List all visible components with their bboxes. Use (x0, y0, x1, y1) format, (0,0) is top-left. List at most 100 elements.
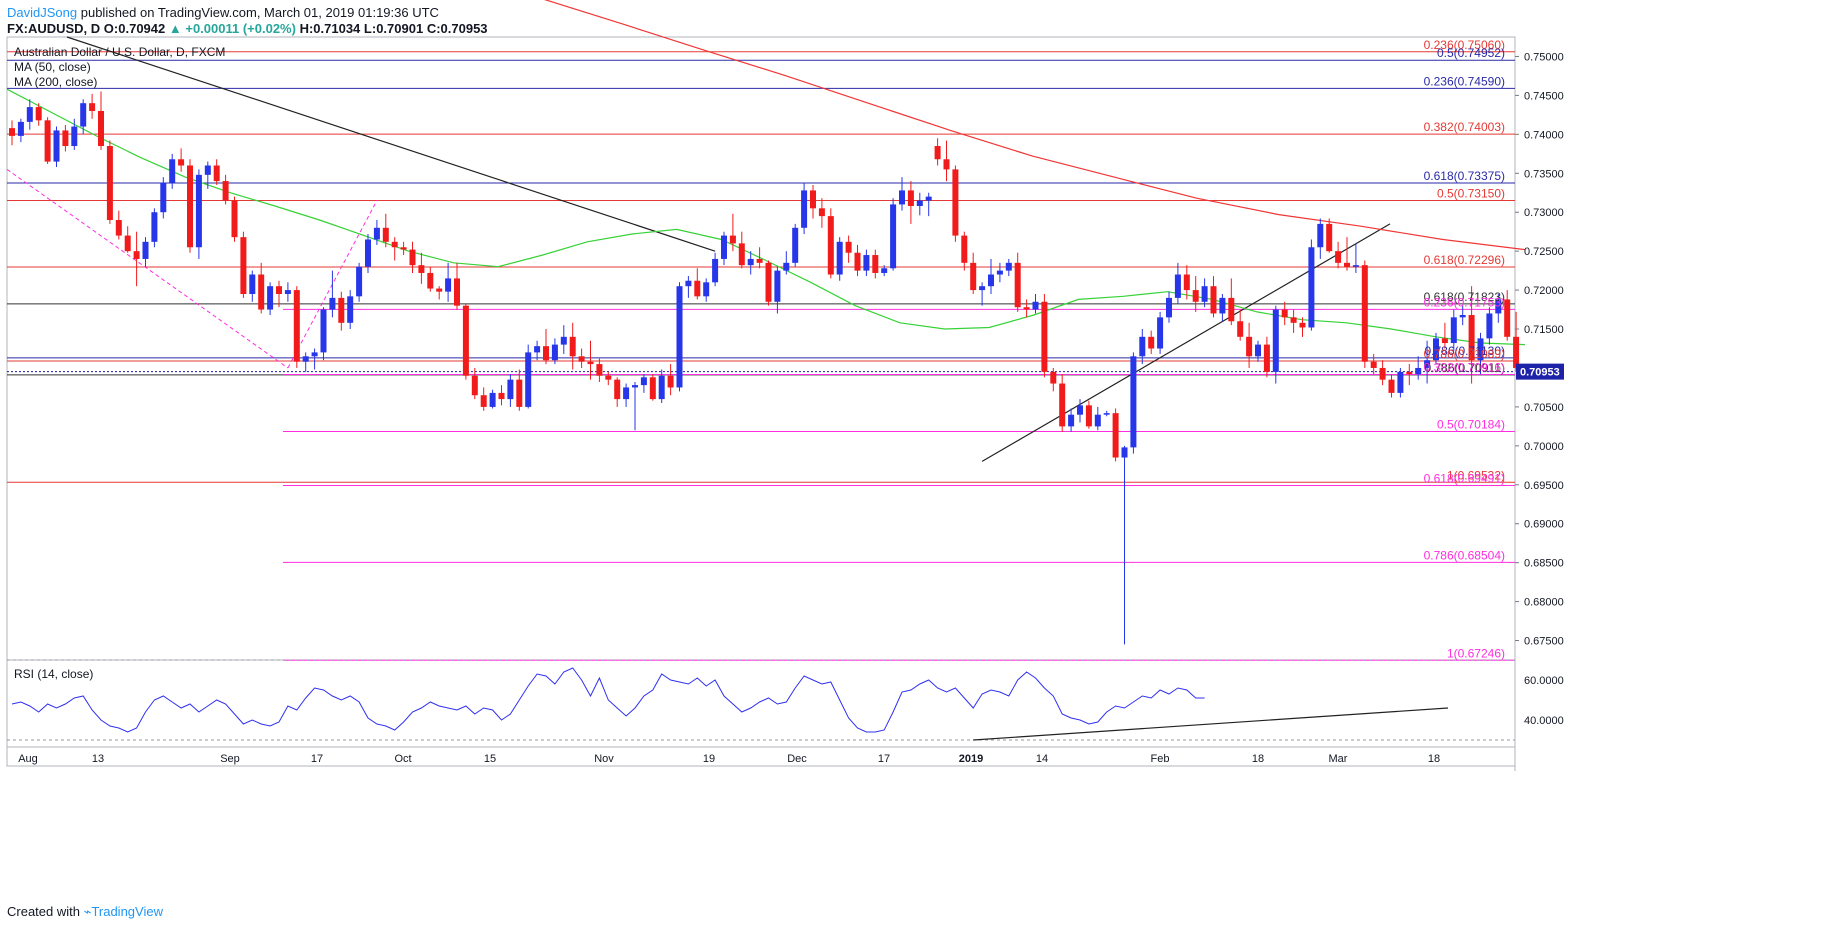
candle-body (1237, 321, 1244, 337)
candle-body (596, 364, 603, 376)
candle-body (792, 227, 799, 263)
downtrend-line (66, 36, 716, 252)
fib-level-label: 0.618(0.71823) (1424, 290, 1505, 304)
candle-body (996, 270, 1003, 275)
candle-body (1406, 371, 1413, 375)
time-tick-label: 2019 (959, 753, 983, 765)
candle-body (1308, 247, 1315, 328)
ohlc-header: FX:AUDUSD, D O:0.70942 ▲ +0.00011 (+0.02… (7, 21, 488, 36)
candle-body (445, 278, 452, 292)
price-tick-label: 0.69500 (1524, 480, 1564, 492)
candle-body (827, 216, 834, 275)
price-tick-label: 0.74000 (1524, 129, 1564, 141)
candle-body (329, 297, 336, 310)
candle-body (925, 196, 932, 201)
candle-body (729, 235, 736, 244)
candle-body (1148, 336, 1155, 349)
candle-body (1157, 317, 1164, 349)
price-tick-label: 0.71500 (1524, 324, 1564, 336)
fib-level-label: 0.5(0.73150) (1437, 187, 1505, 201)
candle-body (151, 212, 158, 242)
time-tick-label: Dec (787, 753, 807, 765)
candle-body (1174, 274, 1181, 298)
fib-level-label: 0.786(0.71130) (1424, 344, 1505, 358)
low-value: 0.70901 (376, 21, 424, 36)
time-tick-label: 18 (1428, 753, 1440, 765)
fib-level-label: 0.786(0.71089) (1424, 347, 1505, 361)
ma50-legend[interactable]: MA (50, close) (14, 60, 91, 74)
fib-level-label: 1(0.67246) (1447, 646, 1505, 660)
candle-body (560, 336, 567, 345)
candle-body (694, 280, 701, 297)
candle-body (276, 286, 282, 294)
candle-body (284, 290, 291, 294)
candle-body (899, 190, 905, 205)
candle-body (1085, 405, 1092, 427)
candle-body (1433, 338, 1439, 361)
fib-level-label: 0.236(0.71753) (1424, 295, 1505, 309)
candle-body (391, 241, 398, 248)
candle-body (160, 182, 167, 213)
time-tick-label: 15 (484, 753, 496, 765)
time-tick-label: Oct (394, 753, 411, 765)
candle-body (649, 377, 656, 400)
candle-body (71, 126, 78, 147)
candle-body (756, 258, 763, 263)
candle-body (640, 377, 647, 386)
candle-body (658, 375, 665, 400)
candle-body (1183, 274, 1190, 291)
candle-body (462, 305, 469, 376)
fib-level-label: 1(0.69532) (1447, 468, 1505, 482)
rsi-tick-label: 40.0000 (1524, 715, 1564, 727)
candle-body (1192, 290, 1199, 302)
author-link[interactable]: DavidJSong (7, 5, 78, 20)
candle-body (106, 146, 113, 221)
high-value: 0.71034 (313, 21, 361, 36)
candle-body (1023, 307, 1030, 310)
candle-body (747, 258, 754, 266)
candle-body (1130, 356, 1137, 448)
candle-body (35, 107, 42, 121)
trendlines (6, 36, 1391, 462)
candle-body (1424, 360, 1431, 368)
candle-body (498, 392, 505, 400)
fib-level-label: 0.5(0.70184) (1437, 418, 1505, 432)
created-with-text: Created with (7, 904, 80, 919)
candle-body (1005, 262, 1012, 271)
price-tick-label: 0.69000 (1524, 519, 1564, 531)
candle-body (1050, 371, 1057, 384)
candle-body (373, 227, 380, 240)
candle-body (1219, 297, 1226, 314)
fib-level-label: 0.236(0.75060) (1424, 38, 1505, 52)
candle-body (302, 356, 309, 362)
candle-body (320, 309, 327, 353)
price-tick-label: 0.72500 (1524, 246, 1564, 258)
ma50-line (6, 88, 1526, 346)
last-price-tag (1516, 363, 1564, 380)
price-tick-label: 0.74500 (1524, 90, 1564, 102)
candle-body (1379, 367, 1386, 380)
candle-body (738, 243, 745, 266)
candle-body (222, 181, 229, 201)
rsi-legend[interactable]: RSI (14, close) (14, 667, 94, 681)
candle-body (801, 190, 808, 228)
candlestick-series (9, 91, 1528, 645)
tradingview-logo-icon[interactable]: ⌁ (83, 904, 92, 919)
candle-body (614, 379, 621, 400)
tradingview-brand[interactable]: TradingView (91, 904, 163, 919)
candle-body (810, 190, 816, 209)
rsi-pane: 60.0000 40.0000 (7, 659, 1564, 741)
time-tick-label: 17 (878, 753, 890, 765)
candle-body (44, 120, 51, 162)
candle-body (667, 375, 674, 388)
time-tick-label: Nov (594, 753, 614, 765)
price-tick-label: 0.73000 (1524, 207, 1564, 219)
candle-body (26, 107, 33, 122)
candle-body (623, 387, 630, 400)
open-label: O: (103, 21, 119, 36)
candle-body (979, 286, 986, 291)
candle-body (187, 165, 193, 248)
ma200-legend[interactable]: MA (200, close) (14, 75, 98, 89)
candle-body (1441, 338, 1448, 344)
